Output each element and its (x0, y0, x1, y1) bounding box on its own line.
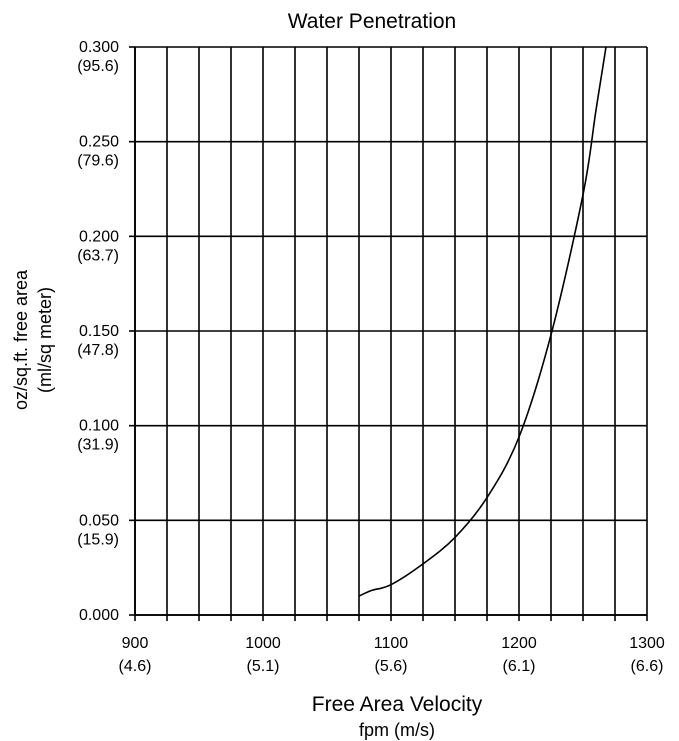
y-tick-sublabel: (15.9) (77, 531, 119, 548)
y-tick-label: 0.150 (79, 323, 119, 340)
x-axis-label: Free Area Velocity (312, 693, 483, 716)
y-axis-unit-label: (ml/sq meter) (35, 287, 55, 393)
tick-labels: 0.000 0.050 (15.9) 0.100 (31.9) 0.150 (47.8) 0.… (77, 39, 665, 675)
y-tick-sublabel: (47.8) (77, 342, 119, 359)
x-tick-label: 1200 (501, 635, 537, 652)
y-axis-label: oz/sq.ft. free area (11, 269, 31, 410)
y-tick-label: 0.250 (79, 134, 119, 151)
grid (134, 46, 648, 616)
y-tick-sublabel: (95.6) (77, 58, 119, 75)
x-axis-unit-label: fpm (m/s) (359, 720, 435, 740)
y-tick-label: 0.300 (79, 39, 119, 56)
x-tick-sublabel: (5.1) (247, 658, 280, 675)
y-tick-sublabel: (63.7) (77, 247, 119, 264)
x-tick-label: 1000 (245, 635, 281, 652)
chart-title: Water Penetration (288, 10, 456, 33)
y-tick-label: 0.100 (79, 418, 119, 435)
y-tick-sublabel: (31.9) (77, 437, 119, 454)
x-tick-label: 900 (122, 635, 149, 652)
x-tick-label: 1300 (629, 635, 665, 652)
axes (129, 46, 648, 621)
x-tick-label: 1100 (374, 635, 409, 652)
y-tick-sublabel: (79.6) (77, 153, 119, 170)
y-tick-label: 0.050 (79, 512, 119, 529)
x-tick-sublabel: (6.1) (503, 658, 536, 675)
x-tick-sublabel: (6.6) (631, 658, 664, 675)
x-tick-sublabel: (4.6) (119, 658, 152, 675)
x-tick-sublabel: (5.6) (375, 658, 408, 675)
series-layer (358, 46, 607, 597)
series-line (358, 46, 607, 597)
y-tick-label: 0.000 (79, 607, 119, 624)
y-tick-label: 0.200 (79, 228, 119, 245)
